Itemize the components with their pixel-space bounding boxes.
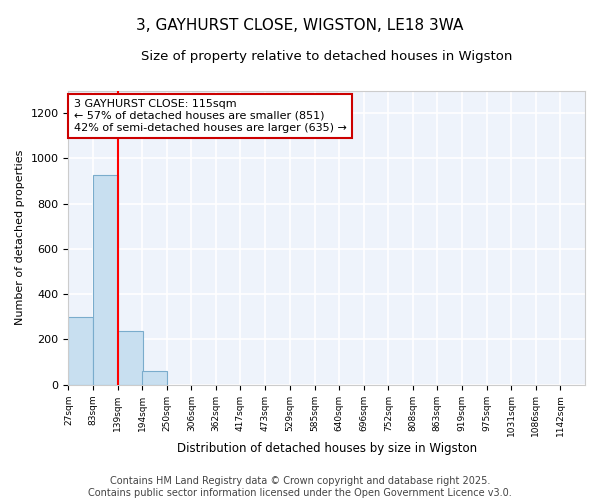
Bar <box>118 332 143 384</box>
Bar <box>68 316 93 384</box>
Title: Size of property relative to detached houses in Wigston: Size of property relative to detached ho… <box>141 50 512 63</box>
Bar <box>93 176 118 384</box>
X-axis label: Distribution of detached houses by size in Wigston: Distribution of detached houses by size … <box>176 442 477 455</box>
Y-axis label: Number of detached properties: Number of detached properties <box>15 150 25 326</box>
Text: Contains HM Land Registry data © Crown copyright and database right 2025.
Contai: Contains HM Land Registry data © Crown c… <box>88 476 512 498</box>
Text: 3, GAYHURST CLOSE, WIGSTON, LE18 3WA: 3, GAYHURST CLOSE, WIGSTON, LE18 3WA <box>136 18 464 32</box>
Bar <box>142 371 167 384</box>
Text: 3 GAYHURST CLOSE: 115sqm
← 57% of detached houses are smaller (851)
42% of semi-: 3 GAYHURST CLOSE: 115sqm ← 57% of detach… <box>74 100 346 132</box>
